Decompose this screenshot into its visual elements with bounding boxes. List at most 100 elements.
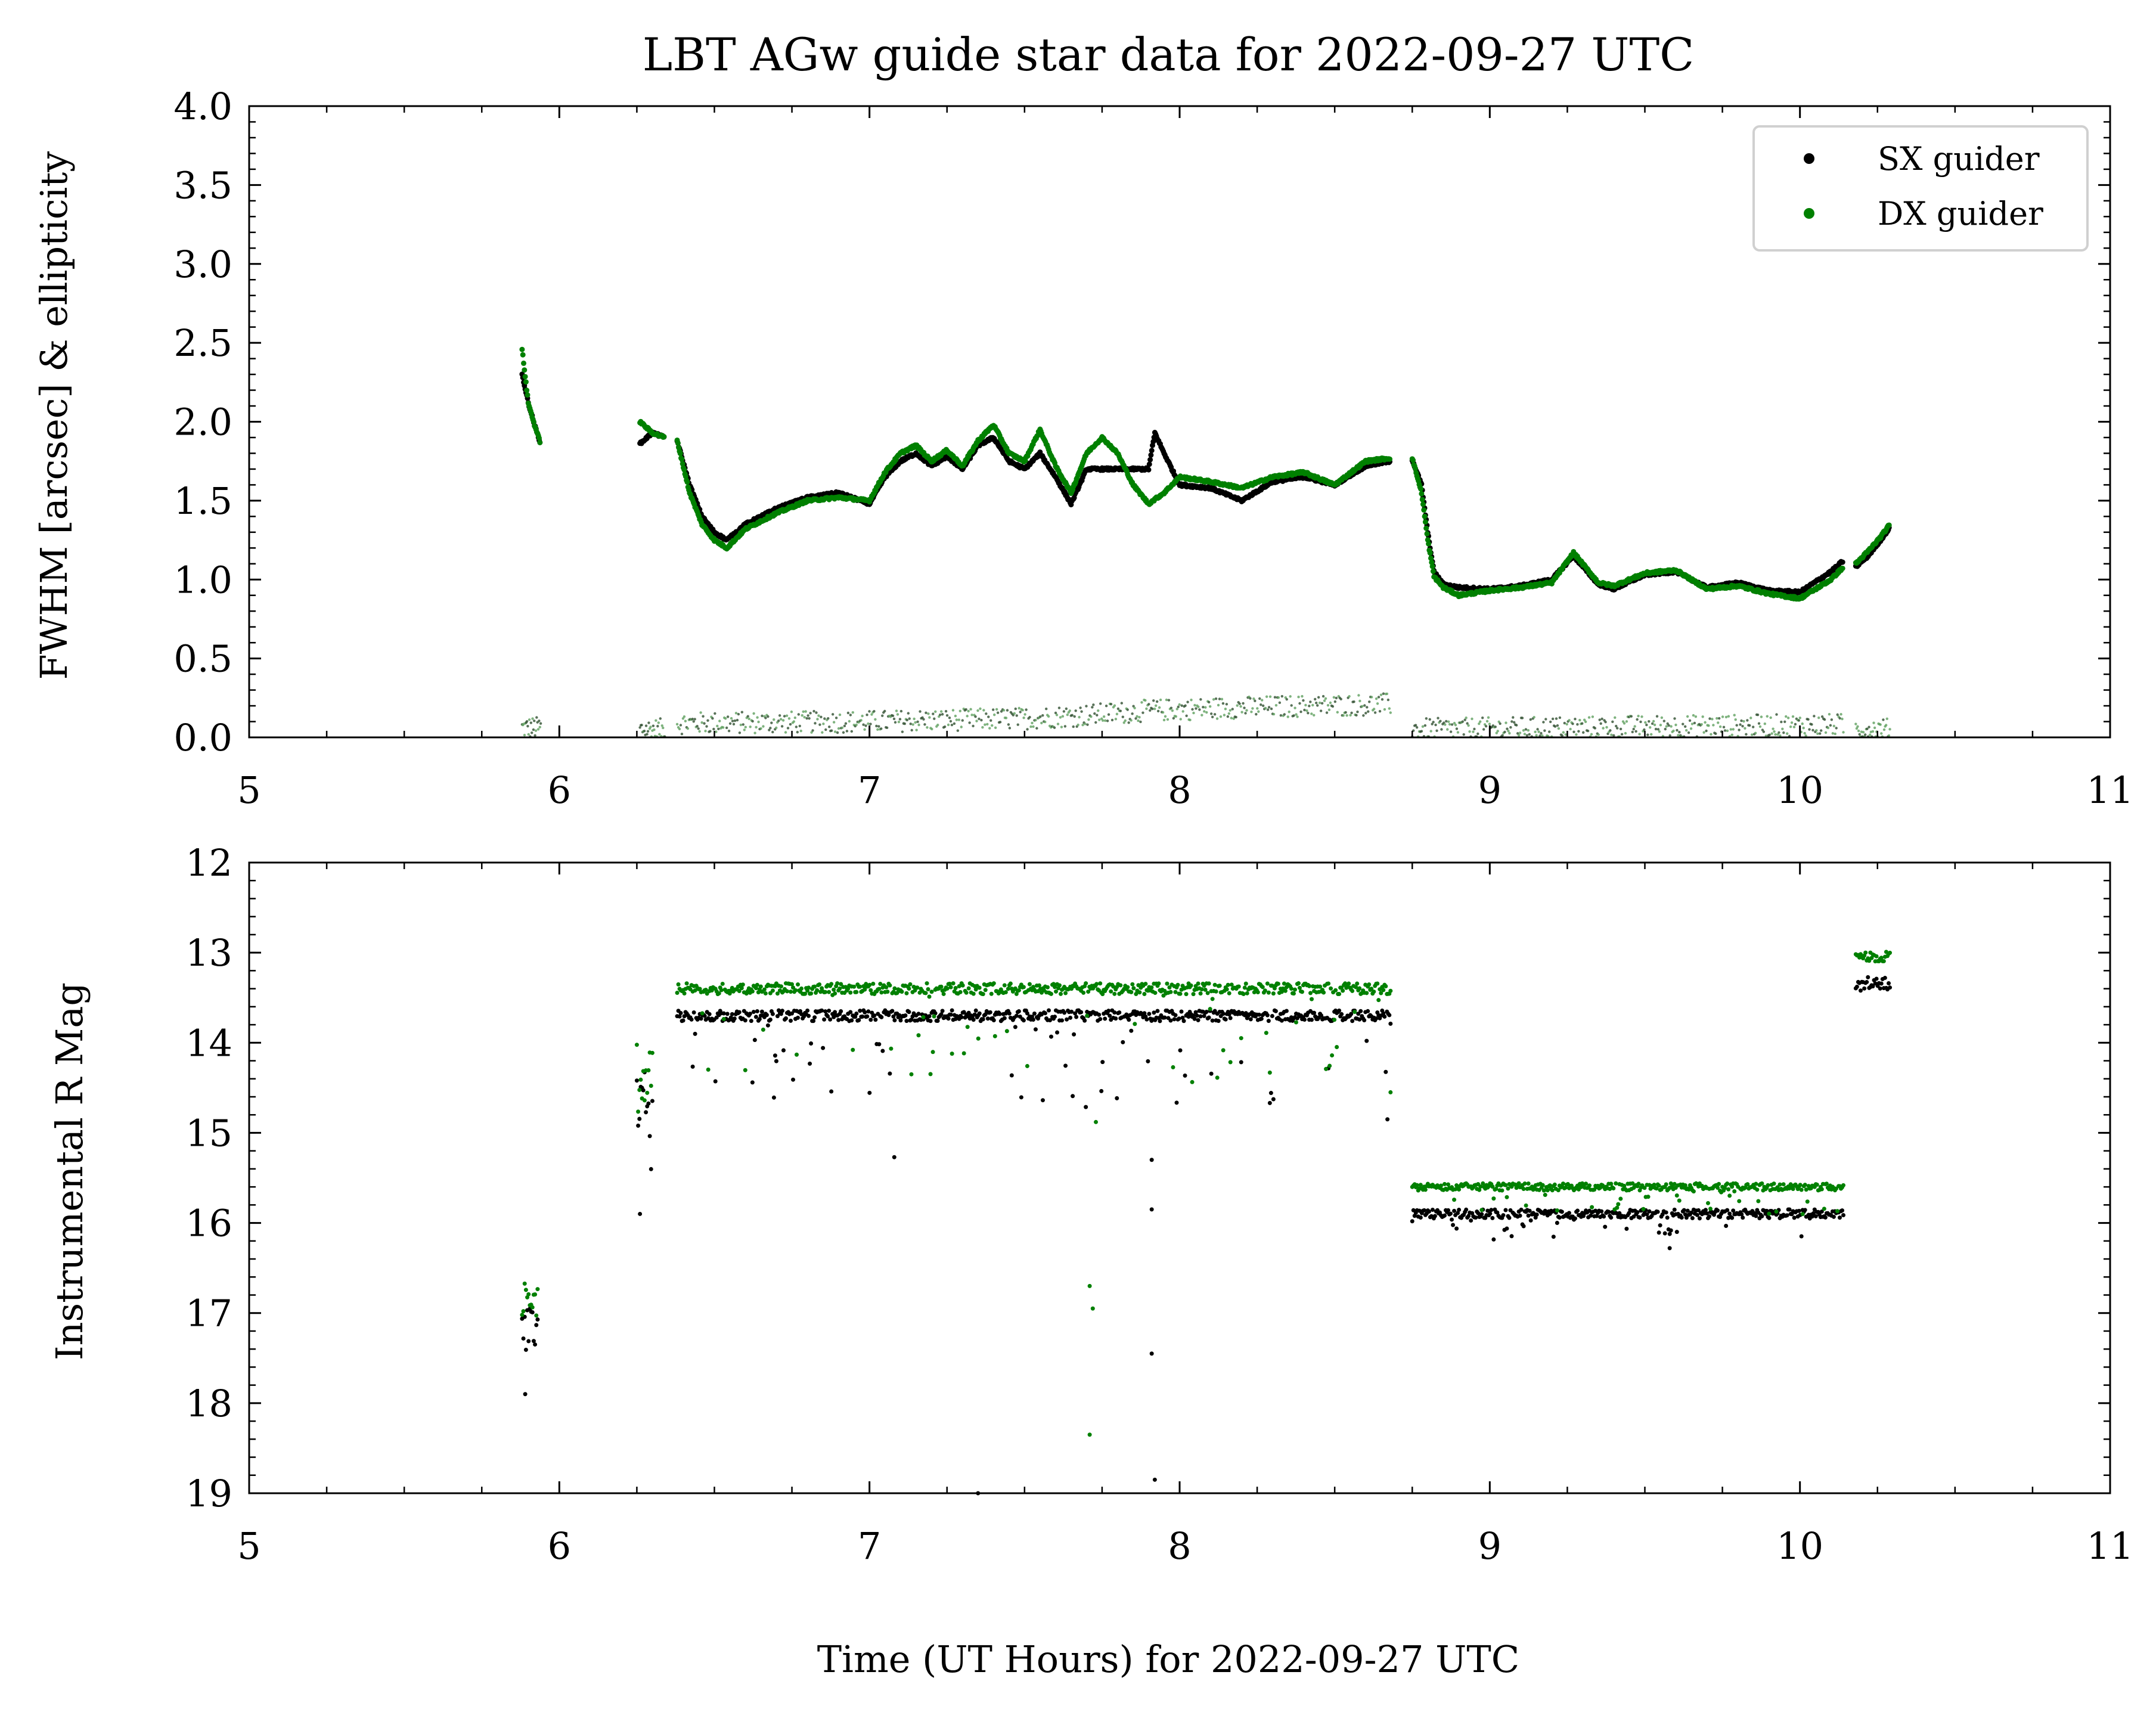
mag-point	[1337, 1008, 1342, 1013]
ellipticity-point	[908, 717, 911, 720]
ellipticity-point	[1466, 722, 1469, 725]
ellipticity-point	[1444, 723, 1447, 726]
mag-series-sx	[520, 975, 1893, 1496]
ellipticity-point	[953, 722, 956, 725]
ellipticity-point	[1593, 727, 1597, 730]
ellipticity-point	[1872, 721, 1875, 724]
ellipticity-point	[832, 721, 836, 724]
ellipticity-point	[1882, 728, 1886, 731]
ellipticity-point	[1105, 704, 1108, 708]
ellipticity-point	[1221, 702, 1225, 705]
ellipticity-point	[1707, 724, 1710, 727]
mag-point	[768, 1017, 773, 1022]
ellipticity-point	[1659, 724, 1662, 727]
mag-point	[1100, 1060, 1105, 1065]
ellipticity-point	[1479, 720, 1482, 723]
mag-point	[753, 1015, 758, 1019]
mag-point	[732, 1016, 737, 1021]
ellipticity-point	[1810, 723, 1813, 726]
mag-point	[829, 1089, 834, 1094]
ellipticity-point	[1097, 709, 1100, 712]
mag-point	[988, 1010, 992, 1015]
ellipticity-point	[1113, 704, 1116, 707]
ellipticity-point	[1134, 717, 1137, 720]
ellipticity-point	[926, 726, 929, 729]
ellipticity-point	[1307, 711, 1310, 715]
ellipticity-point	[781, 719, 785, 722]
ellipticity-point	[1781, 727, 1784, 731]
ellipticity-point	[814, 722, 817, 725]
ellipticity-point	[1462, 733, 1465, 736]
ellipticity-point	[1065, 707, 1068, 711]
ellipticity-point	[820, 715, 823, 719]
mag-point	[863, 1010, 867, 1015]
mag-point	[870, 1010, 874, 1015]
ellipticity-point	[1181, 710, 1184, 713]
ellipticity-point	[640, 724, 643, 727]
mag-point	[1072, 1032, 1077, 1037]
ellipticity-point	[1506, 727, 1509, 730]
ellipticity-point	[529, 721, 533, 724]
ellipticity-point	[680, 733, 684, 736]
ellipticity-point	[1197, 705, 1200, 708]
ellipticity-point	[1240, 711, 1243, 714]
ellipticity-point	[1329, 701, 1332, 705]
ellipticity-point	[1423, 724, 1427, 727]
mag-point	[1117, 1010, 1122, 1015]
ellipticity-point	[1072, 725, 1075, 728]
mag-point	[1002, 1016, 1007, 1021]
mag-point	[1025, 1011, 1029, 1016]
ellipticity-point	[1656, 728, 1660, 731]
ellipticity-point	[876, 728, 879, 731]
mag-point	[1227, 1012, 1231, 1017]
mag-point	[1284, 1009, 1289, 1013]
ellipticity-point	[1693, 721, 1696, 725]
ellipticity-point	[843, 724, 846, 728]
mag-point	[1178, 1048, 1183, 1053]
ellipticity-point	[1517, 734, 1521, 737]
ellipticity-point	[1227, 712, 1231, 715]
mag-point	[977, 1011, 982, 1016]
fwhm-point	[1425, 537, 1431, 543]
ellipticity-point	[1540, 731, 1543, 735]
ellipticity-point	[1836, 713, 1839, 717]
ellipticity-point	[1763, 722, 1767, 725]
mag-point	[636, 1123, 641, 1128]
mag-point	[826, 1014, 830, 1019]
ellipticity-point	[1816, 732, 1819, 735]
ellipticity-point	[880, 727, 883, 730]
ellipticity-point	[1383, 708, 1386, 711]
ellipticity-point	[1858, 733, 1861, 736]
ellipticity-point	[809, 712, 812, 715]
mag-point	[1191, 1013, 1196, 1018]
ellipticity-point	[1888, 728, 1891, 731]
mag-point	[757, 1017, 762, 1022]
ellipticity-point	[1670, 725, 1673, 728]
mag-point	[1106, 1009, 1111, 1013]
ellipticity-point	[1350, 711, 1353, 715]
mag-point	[839, 1009, 843, 1013]
ellipticity-point	[1292, 714, 1295, 717]
ellipticity-point	[684, 719, 687, 722]
ellipticity-point	[653, 728, 656, 731]
ellipticity-point	[957, 718, 961, 721]
ellipticity-point	[1873, 726, 1876, 730]
ellipticity-point	[1586, 729, 1590, 733]
mag-point	[1021, 1018, 1026, 1023]
ellipticity-point	[1544, 718, 1547, 721]
ellipticity-point	[1295, 713, 1298, 716]
mag-point	[1266, 1019, 1271, 1024]
mag-point	[904, 1019, 909, 1024]
ellipticity-point	[1063, 725, 1067, 728]
ellipticity-point	[1855, 727, 1859, 730]
ellipticity-point	[1439, 719, 1442, 722]
ellipticity-point	[1127, 721, 1130, 724]
ellipticity-point	[1535, 734, 1538, 737]
fwhm-series-dx	[637, 418, 667, 440]
ellipticity-point	[1122, 721, 1125, 724]
ellipticity-point	[822, 722, 825, 725]
mag-point	[1079, 1010, 1084, 1015]
ellipticity-point	[1435, 729, 1438, 732]
ellipticity-point	[1114, 718, 1118, 721]
ellipticity-point	[1507, 730, 1510, 733]
